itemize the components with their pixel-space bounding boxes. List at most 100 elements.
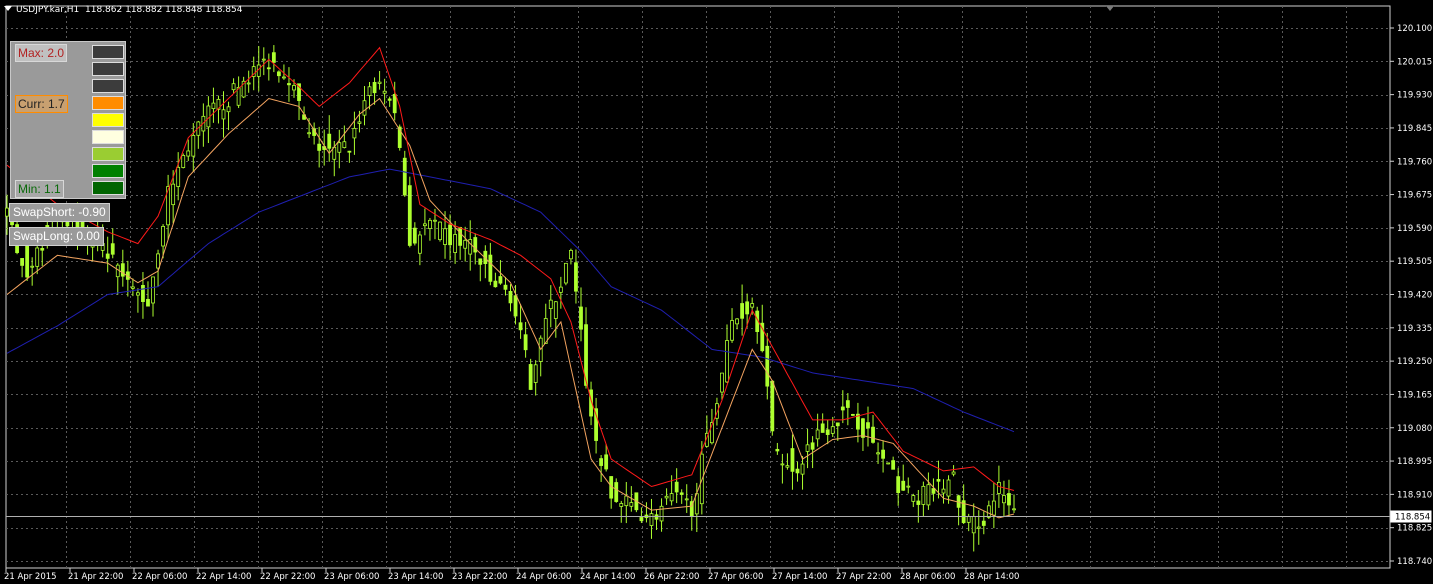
candle-body [886, 462, 891, 465]
candle-body [171, 183, 176, 206]
candle-body [407, 185, 412, 246]
candle-body [246, 82, 251, 85]
min-label: Min: 1.1 [15, 180, 64, 198]
x-tick-label: 23 Apr 22:00 [452, 572, 507, 582]
candle-body [991, 500, 996, 516]
candle-body [775, 448, 780, 452]
candle-body [981, 520, 986, 526]
candle-body [936, 479, 941, 482]
candle-body [508, 290, 513, 304]
candle-body [307, 132, 312, 135]
candle-body [941, 488, 946, 494]
y-tick-label: 119.335 [1397, 324, 1432, 334]
candle-body [105, 253, 110, 259]
candle-body [1007, 493, 1011, 506]
candle-body [518, 322, 523, 331]
candle-body [523, 334, 528, 351]
candle-body [986, 505, 991, 518]
y-tick-label: 119.250 [1397, 357, 1432, 367]
candle-body [931, 488, 936, 494]
x-tick-label: 28 Apr 14:00 [964, 572, 1019, 582]
candle-body [387, 98, 392, 101]
candle-body [503, 284, 508, 290]
candle-body [292, 85, 296, 91]
candle-body [211, 102, 216, 109]
candle-body [654, 514, 659, 520]
x-tick-label: 27 Apr 06:00 [708, 572, 763, 582]
candle-body [594, 408, 598, 441]
candle-body [241, 80, 246, 98]
candle-body [453, 234, 458, 253]
candle-body [971, 516, 976, 534]
candle-body [946, 479, 951, 497]
candle-body [614, 482, 619, 502]
candle-body [251, 66, 256, 77]
candle-body [533, 364, 538, 383]
fast-moving-average [6, 46, 1015, 491]
x-tick-label: 22 Apr 22:00 [260, 572, 315, 582]
color-swatch [92, 181, 124, 195]
candle-body [780, 463, 785, 466]
candle-body [649, 513, 654, 526]
color-swatch [92, 147, 124, 161]
y-tick-label: 119.590 [1397, 224, 1432, 234]
candle-body [574, 262, 578, 292]
y-tick-label: 118.740 [1397, 557, 1432, 567]
x-tick-label: 24 Apr 14:00 [580, 572, 635, 582]
candle-body [458, 227, 463, 246]
candle-body [830, 426, 835, 434]
candle-body [664, 495, 669, 499]
swap-long-label: SwapLong: 0.00 [9, 227, 104, 246]
candle-body [266, 67, 271, 70]
candle-body [176, 166, 181, 187]
candle-body [745, 301, 750, 315]
candle-body [498, 276, 503, 284]
candle-body [558, 286, 563, 293]
candle-body [629, 502, 634, 507]
color-swatch [92, 164, 124, 178]
chart-header: USDJPY.kar,H1 118.862 118.882 118.848 11… [4, 5, 242, 15]
candle-body [735, 318, 739, 325]
color-swatch [92, 79, 124, 93]
candle-body [856, 413, 860, 430]
swap-short-label: SwapShort: -0.90 [9, 203, 110, 222]
candle-body [589, 389, 593, 417]
candle-body [845, 400, 850, 408]
candle-body [669, 493, 674, 502]
candle-body [740, 303, 745, 319]
candle-body [720, 372, 724, 393]
candle-body [25, 241, 30, 278]
chart-shift-marker-icon[interactable] [1106, 6, 1114, 11]
candle-body [186, 150, 191, 157]
candle-body [282, 76, 286, 79]
y-tick-label: 119.845 [1397, 124, 1432, 134]
x-tick-label: 23 Apr 14:00 [388, 572, 443, 582]
candle-body [901, 480, 906, 491]
candle-body [337, 142, 342, 153]
candle-body [166, 186, 171, 226]
candle-body [548, 299, 553, 309]
candle-body [5, 207, 9, 217]
candle-body [689, 501, 694, 517]
candle-body [236, 86, 241, 106]
long-moving-average [6, 168, 1015, 433]
candle-body [362, 100, 367, 116]
candle-body [428, 219, 432, 229]
chart-frame [5, 5, 1391, 569]
candle-body [584, 324, 588, 386]
candle-body [835, 422, 840, 427]
candle-body [231, 83, 236, 91]
y-tick-label: 119.420 [1397, 291, 1432, 301]
candle-body [463, 239, 468, 249]
candle-body [30, 265, 35, 268]
candle-body [871, 426, 875, 443]
chart-menu-arrow-icon[interactable] [4, 6, 12, 11]
candle-body [226, 106, 231, 113]
y-tick-label: 119.675 [1397, 191, 1432, 201]
candle-body [191, 134, 196, 157]
candle-body [684, 498, 689, 501]
candle-body [352, 127, 357, 139]
candle-body [473, 237, 478, 253]
candle-body [710, 422, 714, 444]
